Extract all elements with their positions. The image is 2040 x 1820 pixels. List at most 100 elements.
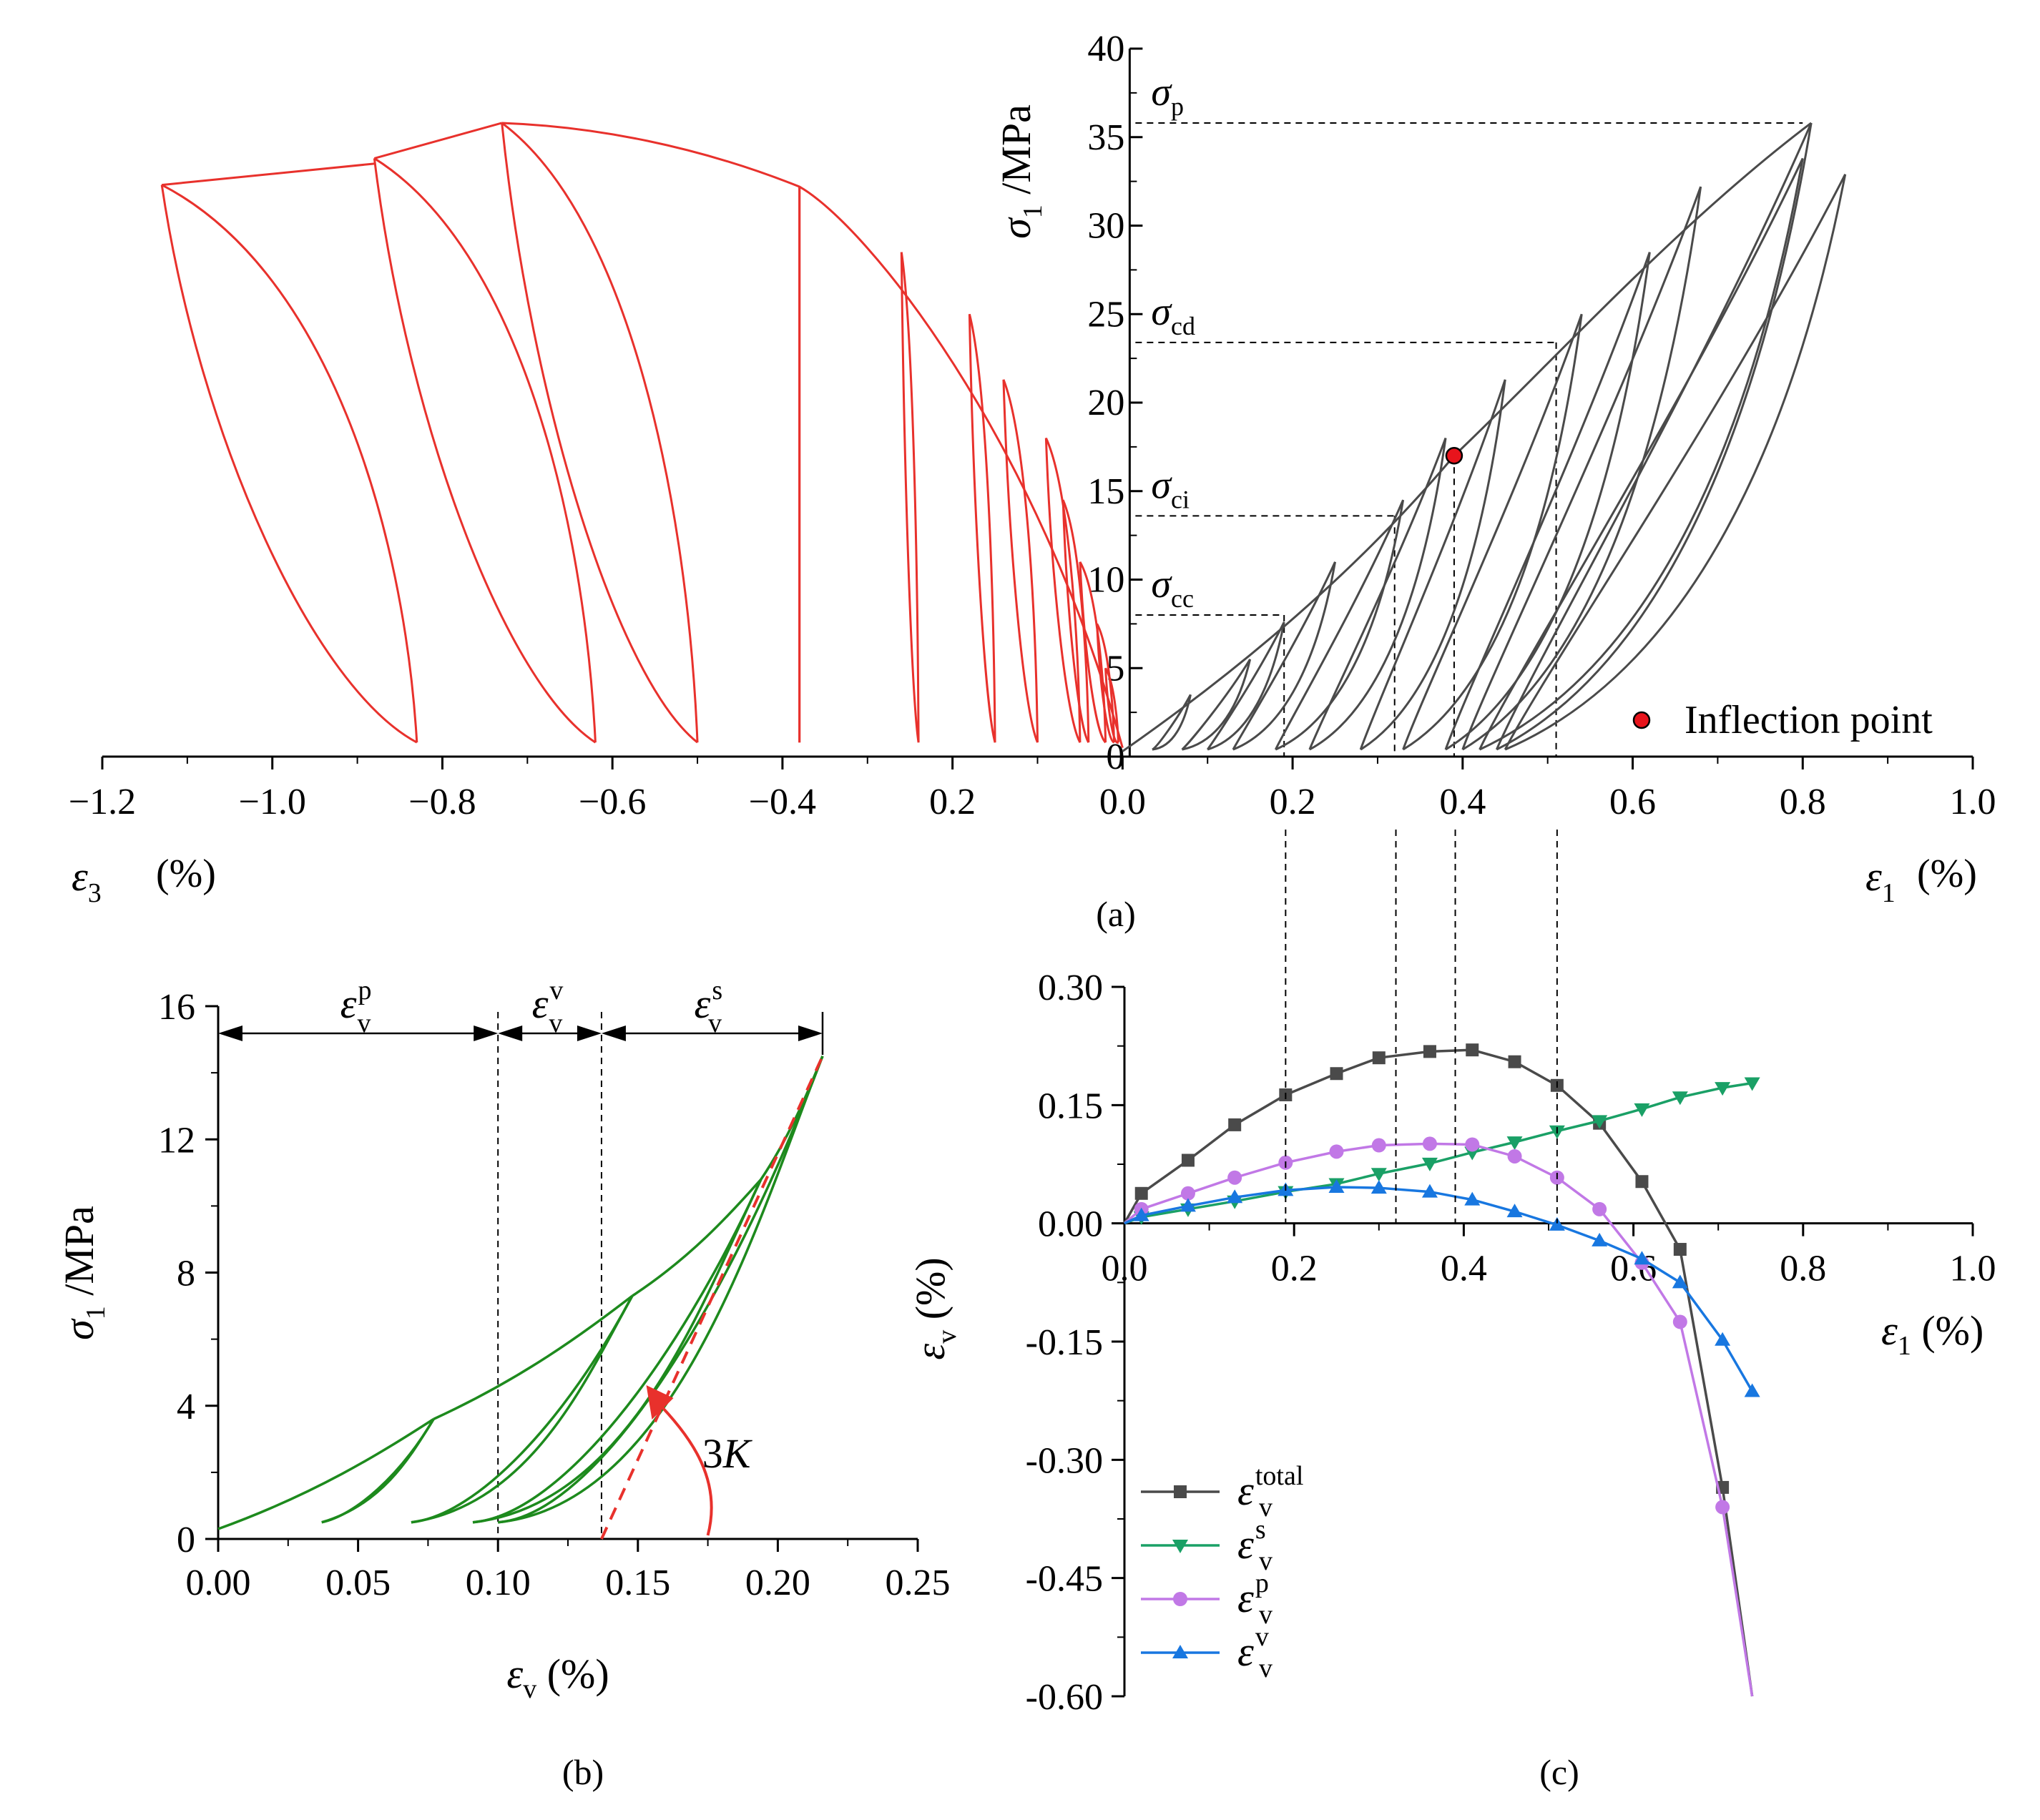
y-tick-label-a: 40	[1087, 29, 1124, 69]
series-marker-p	[1465, 1137, 1480, 1152]
axial-loop-unload	[1152, 694, 1192, 751]
series-marker-v	[1715, 1332, 1731, 1346]
lateral-loop-reload	[1045, 437, 1082, 743]
panel-label-c: (c)	[1539, 1752, 1579, 1792]
dimension-arrow-left	[601, 1025, 626, 1041]
x-axis-title-left-a: ε3	[72, 853, 102, 908]
legend-inflection-label: Inflection point	[1685, 698, 1933, 742]
x-tick-label-c: 0.4	[1441, 1249, 1487, 1289]
x-axis-title-b: εv (%)	[506, 1651, 609, 1704]
annotation-3k: 3K	[702, 1430, 753, 1477]
axial-loop-unload	[1444, 252, 1651, 750]
lateral-loop-unload	[501, 122, 698, 744]
axial-envelope	[1122, 122, 1813, 752]
x-tick-label-b: 0.05	[325, 1563, 391, 1603]
series-marker-total	[1635, 1175, 1649, 1189]
series-marker-total	[1466, 1043, 1479, 1057]
y-tick-label-b: 16	[158, 987, 195, 1028]
x-axis-title-right-a: ε1	[1865, 853, 1896, 908]
y-tick-label-b: 8	[177, 1254, 195, 1294]
axial-loop-unload	[1402, 313, 1583, 750]
series-marker-v	[1506, 1204, 1523, 1218]
y-tick-label-c: -0.45	[1026, 1559, 1103, 1600]
series-marker-total	[1673, 1243, 1687, 1256]
legend-marker-v	[1172, 1645, 1188, 1658]
legend-sub-total: v	[1259, 1492, 1272, 1523]
series-marker-s	[1370, 1168, 1387, 1182]
series-line-s	[1124, 1081, 1752, 1225]
series-marker-total	[1181, 1154, 1195, 1167]
lateral-loop-reload	[373, 157, 597, 743]
series-marker-p	[1592, 1201, 1607, 1216]
axial-loop-unload	[1232, 561, 1336, 750]
series-marker-v	[1180, 1198, 1196, 1212]
y-tick-label-b: 12	[158, 1120, 195, 1161]
lateral-loop-unload	[900, 252, 920, 743]
x-tick-label-a: 0.2	[929, 782, 976, 822]
series-marker-s	[1744, 1077, 1760, 1091]
series-marker-total	[1330, 1067, 1343, 1081]
series-marker-s	[1715, 1082, 1731, 1096]
dimension-arrow-right	[474, 1025, 499, 1041]
lateral-loop-unload	[1104, 668, 1119, 744]
panel-label-a: (a)	[1096, 894, 1136, 934]
lateral-loop-reload	[161, 184, 418, 743]
y-axis-title-a: σ1 /MPa	[993, 104, 1048, 239]
annotation-arrow	[653, 1398, 713, 1536]
x-tick-label-b: 0.15	[605, 1563, 670, 1603]
axial-loop-unload	[1207, 621, 1285, 750]
series-marker-p	[1329, 1144, 1344, 1159]
x-tick-label-c: 0.8	[1780, 1249, 1826, 1289]
x-tick-label-c: 0.0	[1102, 1249, 1148, 1289]
y-tick-label-b: 4	[177, 1387, 195, 1427]
panel-b-load	[217, 1417, 435, 1530]
axial-loop-unload	[1274, 499, 1404, 750]
panel-b-load	[433, 1294, 634, 1420]
panel-b-unload	[321, 1418, 435, 1524]
panel-b-reload	[411, 1295, 634, 1524]
x-tick-label-c: 1.0	[1950, 1249, 1996, 1289]
x-tick-label-a: 0.0	[1099, 782, 1146, 822]
lateral-loop-reload	[501, 122, 699, 743]
dimension-arrow-left	[218, 1025, 242, 1041]
axial-loop-load	[1309, 438, 1447, 751]
legend-sub-s: v	[1259, 1546, 1272, 1576]
lateral-loop-reload	[900, 252, 920, 743]
series-marker-p	[1715, 1500, 1730, 1515]
series-marker-p	[1672, 1314, 1687, 1329]
series-marker-v	[1672, 1274, 1688, 1289]
series-marker-p	[1422, 1136, 1437, 1151]
lateral-envelope	[501, 122, 1124, 749]
legend-label-p: εp	[1237, 1568, 1269, 1621]
series-marker-v	[1592, 1232, 1608, 1246]
series-marker-v	[1464, 1191, 1481, 1206]
annotation-arrowhead	[646, 1385, 674, 1420]
y-tick-label-a: 30	[1087, 206, 1124, 247]
y-tick-label-c: 0.15	[1038, 1086, 1103, 1126]
panel-b-unload	[411, 1295, 634, 1524]
legend-sub-p: v	[1259, 1600, 1272, 1630]
axial-loop-load	[1402, 314, 1583, 751]
x-tick-label-a: −0.6	[579, 782, 646, 822]
axial-loop-load	[1445, 252, 1651, 751]
x-tick-label-b: 0.10	[466, 1563, 531, 1603]
series-marker-v	[1744, 1383, 1760, 1397]
panel-b-load	[760, 1056, 824, 1181]
series-line-v	[1124, 1186, 1754, 1392]
axial-loop-load	[1232, 561, 1336, 751]
panel-b-unload	[498, 1056, 824, 1524]
axial-loop-load	[1182, 659, 1252, 751]
x-axis-title-left-unit-a: (%)	[156, 852, 216, 896]
y-axis-title-c: εv (%)	[907, 1257, 962, 1359]
axial-loop-unload	[1359, 379, 1506, 750]
legend-sub-v: v	[1259, 1653, 1272, 1683]
legend-label-v: εv	[1237, 1622, 1269, 1675]
lateral-envelope-post	[162, 122, 503, 187]
panel-a: −1.2 −1.0 −0.8 −0.6 −0.4 0.2 0.0 0.2 0.4 0.6 0.8 1.…	[69, 29, 1996, 908]
legend-inflection-marker	[1632, 711, 1651, 729]
x-axis-title-c: ε1 (%)	[1881, 1307, 1983, 1361]
series-marker-v	[1227, 1189, 1243, 1204]
lateral-loop-reload	[1079, 561, 1107, 743]
stress-level-label: σcd	[1151, 290, 1195, 340]
